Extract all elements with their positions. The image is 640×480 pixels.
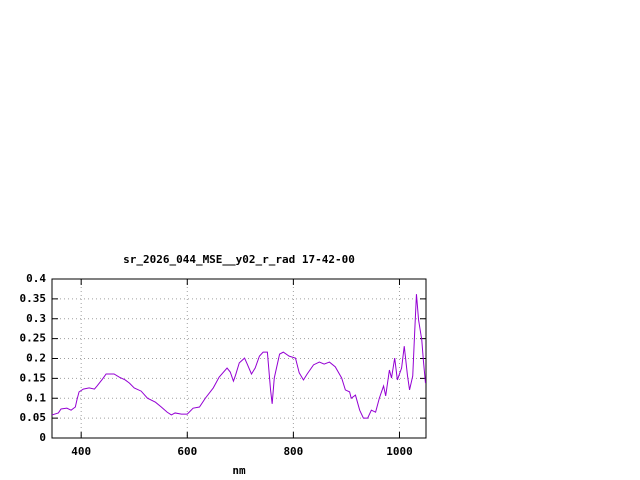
data-line [51,294,426,419]
x-tick-label: 1000 [386,445,413,458]
x-axis-label: nm [232,464,246,477]
y-tick-label: 0.4 [26,272,46,285]
x-tick-label: 800 [283,445,303,458]
y-tick-label: 0.15 [20,371,47,384]
y-tick-label: 0.2 [26,352,46,365]
chart-title: sr_2026_044_MSE__y02_r_rad 17-42-00 [123,253,355,266]
x-tick-label: 400 [71,445,91,458]
y-tick-label: 0.05 [20,411,47,424]
y-tick-label: 0.35 [20,292,47,305]
y-tick-label: 0 [39,431,46,444]
x-tick-label: 600 [177,445,197,458]
plot-border [51,278,427,439]
y-tick-label: 0.25 [20,332,47,345]
y-tick-label: 0.1 [26,391,46,404]
y-tick-label: 0.3 [26,312,46,325]
